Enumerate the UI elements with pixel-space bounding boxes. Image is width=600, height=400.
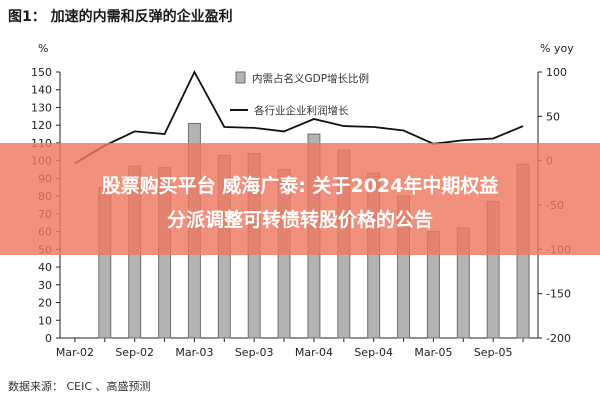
line-series bbox=[74, 70, 524, 165]
profit-growth-line bbox=[74, 70, 524, 165]
legend-bar-label: 内需占名义GDP增长比例 bbox=[252, 72, 369, 85]
axes: 0102030405060708090100110120130140150100… bbox=[31, 42, 574, 359]
banner-line-2: 分派调整可转债转股价格的公告 bbox=[166, 209, 433, 231]
left-unit-label: % bbox=[38, 42, 48, 55]
y-left-tick-label: 120 bbox=[31, 119, 52, 132]
legend-line-label: 各行业企业利润增长 bbox=[254, 104, 349, 117]
y-right-tick-label: 50 bbox=[546, 110, 560, 123]
overlay-banner: 股票购买平台 威海广泰: 关于2024年中期权益 分派调整可转债转股价格的公告 bbox=[0, 143, 600, 255]
y-left-tick-label: 150 bbox=[31, 66, 52, 79]
x-tick-label: Sep-03 bbox=[235, 346, 274, 359]
source-note: 数据来源： CEIC 、高盛预测 bbox=[8, 380, 151, 393]
y-left-tick-label: 40 bbox=[38, 261, 52, 274]
right-unit-label: % yoy bbox=[540, 42, 574, 55]
x-tick-label: Mar-02 bbox=[56, 346, 94, 359]
x-tick-label: Mar-05 bbox=[414, 346, 452, 359]
figure-title: 图1： 加速的内需和反弹的企业盈利 bbox=[8, 9, 233, 25]
y-left-tick-label: 130 bbox=[31, 101, 52, 114]
x-tick-label: Sep-05 bbox=[474, 346, 513, 359]
y-right-tick-label: -200 bbox=[546, 332, 571, 345]
y-left-tick-label: 30 bbox=[38, 279, 52, 292]
y-left-tick-label: 0 bbox=[45, 332, 52, 345]
y-left-tick-label: 10 bbox=[38, 314, 52, 327]
y-right-tick-label: 100 bbox=[546, 66, 567, 79]
legend-bar-swatch bbox=[235, 71, 246, 84]
x-tick-label: Sep-04 bbox=[354, 346, 393, 359]
x-tick-label: Mar-04 bbox=[295, 346, 333, 359]
y-right-tick-label: -150 bbox=[546, 288, 571, 301]
x-tick-label: Sep-02 bbox=[115, 346, 154, 359]
y-left-tick-label: 20 bbox=[38, 297, 52, 310]
y-left-tick-label: 140 bbox=[31, 84, 52, 97]
x-tick-label: Mar-03 bbox=[175, 346, 213, 359]
banner-line-1: 股票购买平台 威海广泰: 关于2024年中期权益 bbox=[101, 175, 499, 197]
